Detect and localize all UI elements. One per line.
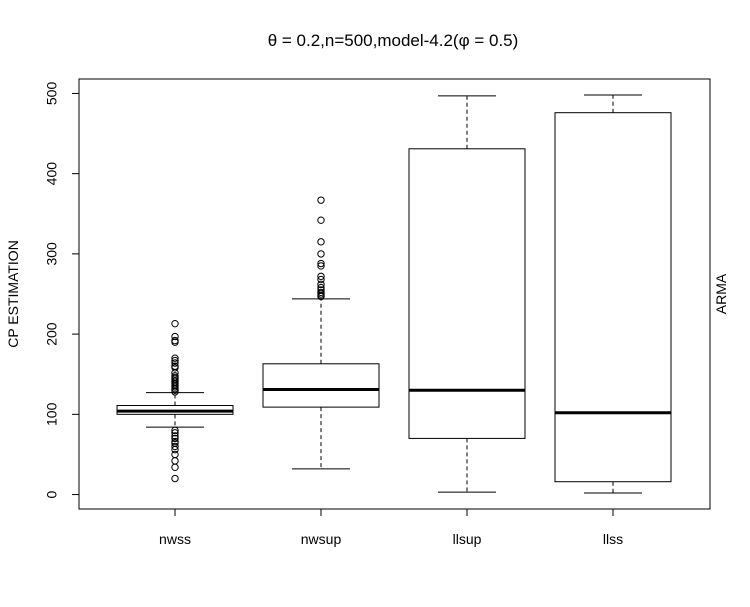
y-tick-label: 100 xyxy=(44,402,60,426)
box-nwss xyxy=(116,319,234,483)
outlier-point xyxy=(171,445,179,454)
outlier-point xyxy=(317,259,325,268)
box-llsup xyxy=(408,95,526,493)
outlier-point xyxy=(171,429,179,437)
outlier-point xyxy=(317,238,325,246)
chart-title: θ = 0.2,n=500,model-4.2(φ = 0.5) xyxy=(268,31,519,50)
box-iqr xyxy=(554,112,672,483)
outlier-point xyxy=(171,319,179,328)
outlier-point xyxy=(171,450,179,459)
outlier-point xyxy=(171,359,179,367)
outlier-point xyxy=(171,356,179,365)
outlier-point xyxy=(171,426,179,435)
outlier-point xyxy=(171,474,179,483)
outlier-point xyxy=(171,388,179,396)
x-tick-label: nwss xyxy=(159,531,191,547)
y-tick-label: 500 xyxy=(44,82,60,106)
outlier-point xyxy=(171,332,179,341)
box-nwsup xyxy=(262,196,380,470)
outlier-point xyxy=(317,196,325,204)
outlier-point xyxy=(171,442,179,451)
outlier-point xyxy=(317,250,325,258)
x-axis: nwss nwsup llsup llss xyxy=(159,508,623,547)
outlier-point xyxy=(317,292,325,301)
y-tick-label: 400 xyxy=(44,162,60,186)
outlier-point xyxy=(171,457,179,465)
outlier-point xyxy=(171,432,179,440)
y-tick-label: 300 xyxy=(44,242,60,266)
outlier-point xyxy=(317,216,325,224)
outlier-point xyxy=(171,354,179,362)
outlier-point xyxy=(317,262,325,270)
outlier-point xyxy=(171,463,179,471)
box-llss xyxy=(554,94,672,494)
outlier-point xyxy=(317,275,325,284)
box-iqr xyxy=(408,148,526,439)
right-axis-label: ARMA xyxy=(713,273,729,314)
outlier-point xyxy=(317,272,325,281)
outlier-point xyxy=(171,338,179,346)
box-iqr xyxy=(262,363,380,408)
boxes-layer xyxy=(116,94,672,494)
y-tick-label: 200 xyxy=(44,322,60,346)
y-tick-label: 0 xyxy=(44,490,60,498)
y-axis-label: CP ESTIMATION xyxy=(5,240,21,348)
x-tick-label: llsup xyxy=(453,531,482,547)
outlier-point xyxy=(171,434,179,443)
outlier-point xyxy=(171,364,179,372)
outlier-point xyxy=(317,280,325,289)
y-axis: 0 100 200 300 400 500 xyxy=(44,82,80,498)
x-tick-label: llss xyxy=(603,531,623,547)
x-tick-label: nwsup xyxy=(301,531,342,547)
